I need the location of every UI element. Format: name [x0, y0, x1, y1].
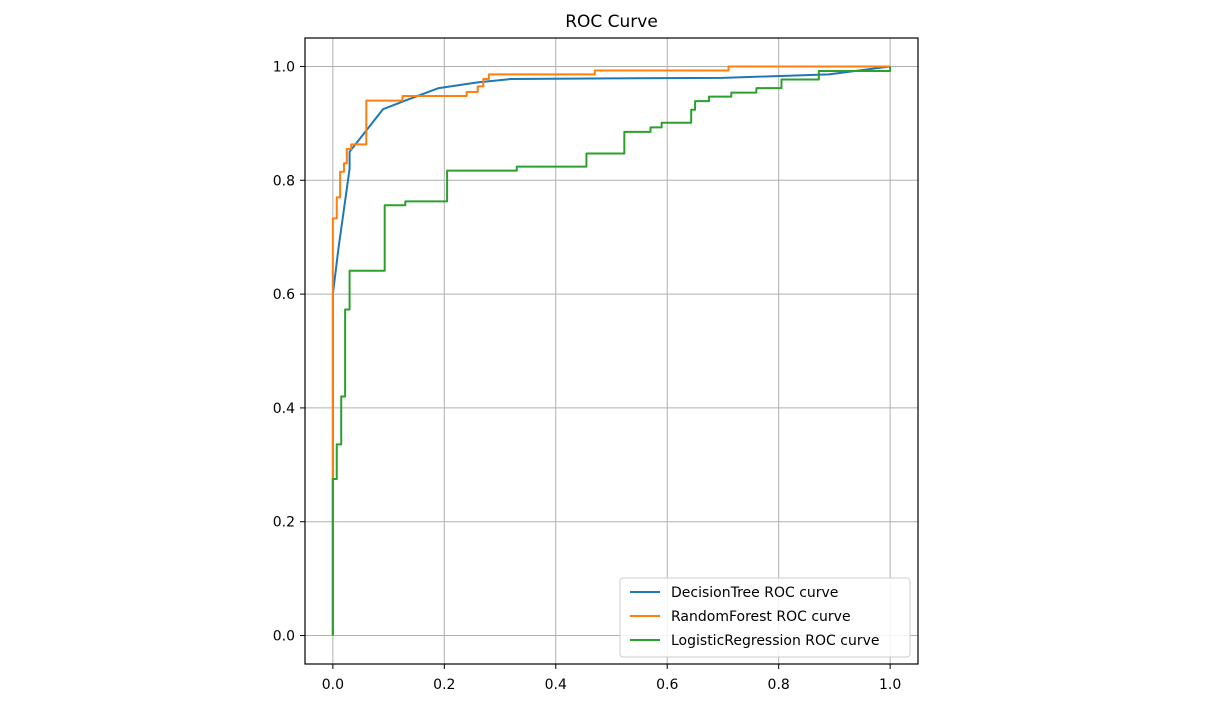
x-tick-label: 1.0 [879, 677, 901, 693]
x-tick-label: 0.0 [322, 677, 344, 693]
y-tick-label: 0.6 [273, 287, 295, 303]
y-tick-label: 0.0 [273, 629, 295, 645]
plot-frame [304, 37, 919, 665]
legend: DecisionTree ROC curve RandomForest ROC c… [619, 577, 911, 658]
legend-box [619, 577, 911, 658]
x-tick-label: 0.6 [656, 677, 678, 693]
series-line-0 [331, 65, 891, 636]
series-line-1 [331, 65, 891, 636]
legend-label-0: DecisionTree ROC curve [671, 585, 838, 601]
series-line-2 [331, 66, 892, 636]
y-tick-label: 1.0 [273, 59, 295, 75]
legend-label-1: RandomForest ROC curve [671, 609, 851, 625]
legend-label-2: LogisticRegression ROC curve [671, 633, 880, 649]
grid [305, 38, 918, 664]
series-lines [331, 65, 892, 636]
x-tick-label: 0.2 [433, 677, 455, 693]
y-tick-label: 0.8 [273, 173, 295, 189]
x-tick-label: 0.4 [545, 677, 567, 693]
axis-ticks: 0.0 0.2 0.4 0.6 0.8 1.0 0.0 0.2 0.4 0.6 0.8 1.0 [273, 59, 902, 693]
y-tick-label: 0.2 [273, 515, 295, 531]
chart-title: ROC Curve [565, 12, 658, 32]
x-tick-label: 0.8 [768, 677, 790, 693]
y-tick-label: 0.4 [273, 401, 295, 417]
